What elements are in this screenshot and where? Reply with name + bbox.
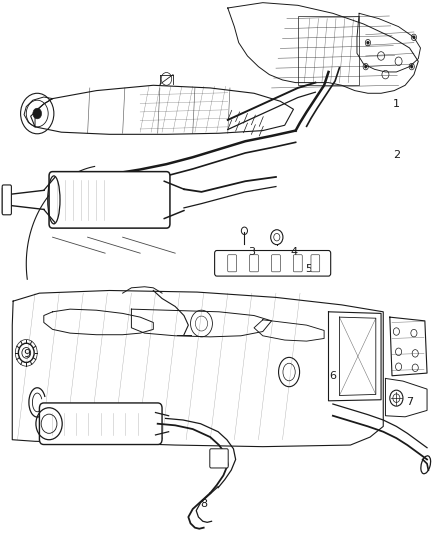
Text: 2: 2 (393, 150, 400, 159)
FancyBboxPatch shape (311, 255, 320, 272)
Circle shape (413, 36, 415, 39)
Text: 4: 4 (291, 247, 298, 257)
FancyBboxPatch shape (210, 449, 228, 468)
Text: 6: 6 (329, 371, 336, 381)
FancyBboxPatch shape (293, 255, 302, 272)
Circle shape (367, 41, 369, 44)
Text: 1: 1 (393, 99, 400, 109)
Text: 7: 7 (406, 398, 413, 407)
FancyBboxPatch shape (2, 185, 11, 215)
FancyBboxPatch shape (272, 255, 280, 272)
Text: 3: 3 (248, 247, 255, 257)
FancyBboxPatch shape (215, 251, 331, 276)
Circle shape (33, 108, 42, 119)
FancyBboxPatch shape (49, 172, 170, 228)
Circle shape (364, 65, 367, 68)
Text: 8: 8 (200, 499, 207, 508)
Text: 5: 5 (305, 264, 312, 274)
Text: 9: 9 (24, 350, 31, 359)
FancyBboxPatch shape (39, 403, 162, 445)
FancyBboxPatch shape (250, 255, 258, 272)
FancyBboxPatch shape (228, 255, 237, 272)
Circle shape (410, 65, 413, 68)
